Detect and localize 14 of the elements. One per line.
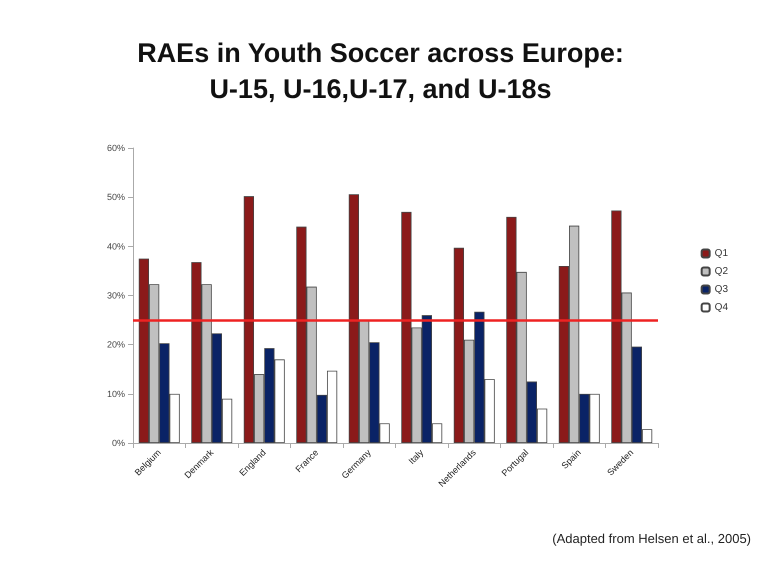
y-tick-label: 60% [106, 143, 125, 153]
y-tick-label: 0% [112, 438, 125, 448]
y-tick-label: 40% [106, 241, 125, 252]
x-tick-label: Italy [406, 447, 426, 466]
legend-label: Q2 [714, 266, 728, 277]
legend-label: Q1 [714, 248, 728, 259]
y-tick-label: 30% [106, 290, 125, 300]
y-tick-label: 10% [106, 388, 125, 399]
legend-label: Q4 [714, 302, 728, 313]
y-tick-label: 50% [106, 192, 125, 202]
legend-label: Q3 [714, 284, 728, 295]
chart-title: RAEs in Youth Soccer across Europe: U-15, U-16,U-17, and U-18s [137, 38, 624, 104]
text: (Adapted from Helsen et al., 2005) [552, 531, 752, 546]
y-tick-label: 20% [106, 340, 125, 350]
